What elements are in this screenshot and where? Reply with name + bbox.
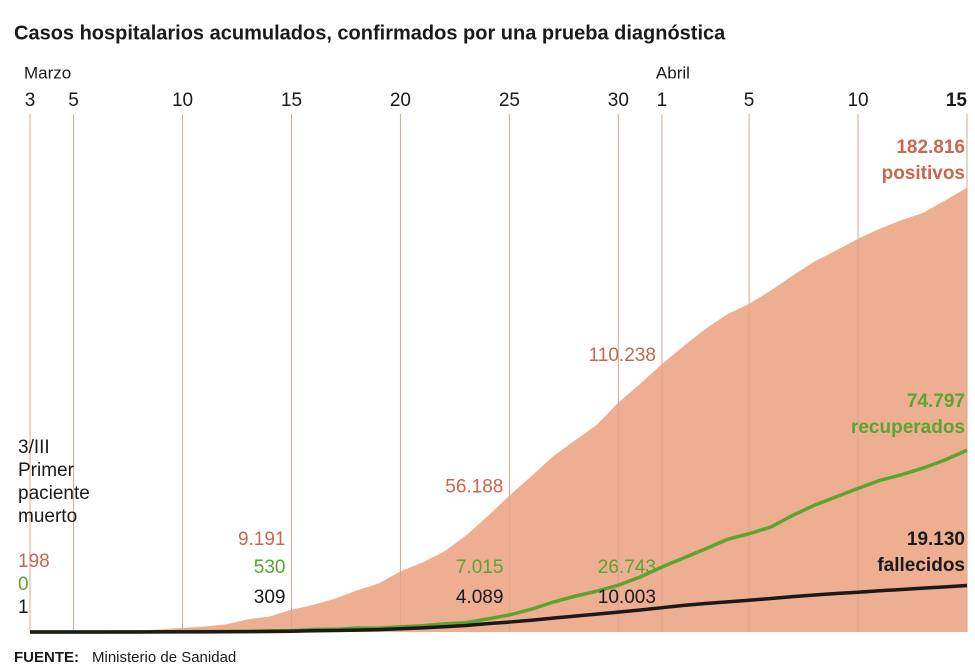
x-tick-label: 25 (499, 90, 520, 111)
value-label: 7.015 (456, 557, 504, 578)
value-label: 4.089 (456, 587, 504, 608)
annotation: 3/III (18, 437, 50, 458)
x-tick-label: 1 (657, 90, 668, 111)
x-tick-label: 10 (172, 90, 193, 111)
annotation: paciente (18, 483, 90, 504)
value-label: 309 (254, 587, 286, 608)
annotation: Primer (18, 460, 75, 481)
x-tick-label: 20 (390, 90, 411, 111)
line (29, 583, 968, 634)
x-tick-label: 30 (608, 90, 629, 111)
value-label: 10.003 (598, 587, 656, 608)
x-tick-label: 10 (847, 90, 868, 111)
area (30, 187, 967, 632)
month-label: Abril (656, 63, 690, 82)
value-label: 1 (18, 597, 29, 618)
source-label: FUENTE: (14, 649, 79, 666)
value-label: 9.191 (238, 529, 286, 550)
value-label: 26.743 (598, 557, 656, 578)
x-tick-label: 3 (25, 90, 36, 111)
series-name: positivos (882, 163, 965, 184)
value-label: 198 (18, 551, 50, 572)
x-tick-label: 5 (744, 90, 755, 111)
x-tick-label: 5 (68, 90, 79, 111)
chart-title: Casos hospitalarios acumulados, confirma… (14, 22, 726, 44)
x-tick-label: 15 (946, 90, 968, 111)
value-label: 74.797 (907, 391, 965, 412)
series-name: recuperados (851, 417, 965, 438)
month-label: Marzo (24, 63, 71, 82)
value-label: 110.238 (589, 345, 656, 366)
value-label: 19.130 (907, 529, 965, 550)
value-label: 0 (18, 574, 29, 595)
series-name: fallecidos (877, 555, 965, 576)
value-label: 182.816 (896, 137, 965, 158)
value-label: 530 (254, 557, 286, 578)
annotation: muerto (18, 506, 77, 527)
value-label: 56.188 (445, 476, 503, 497)
source: Ministerio de Sanidad (92, 649, 236, 666)
x-tick-label: 15 (281, 90, 302, 111)
